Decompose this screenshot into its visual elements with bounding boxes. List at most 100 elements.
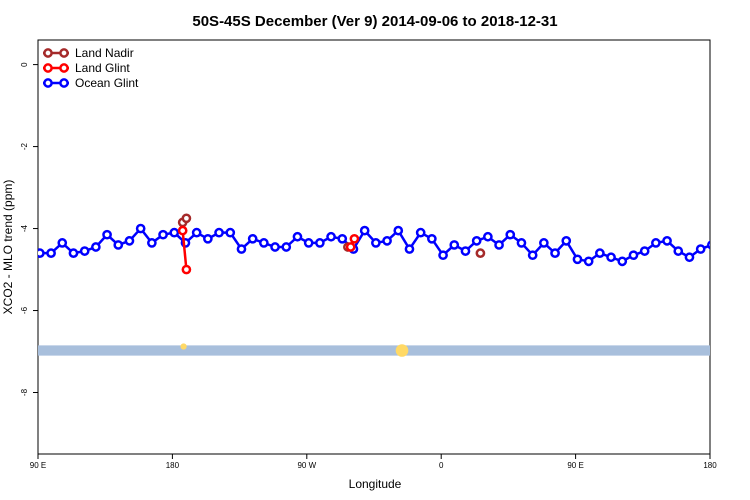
legend-marker-land-nadir	[59, 48, 69, 58]
x-axis-ticks: 90 E 180 90 W 0 90 E 180	[30, 454, 717, 470]
ocean-glint-point	[158, 229, 168, 240]
y-tick-label: -4	[20, 224, 29, 232]
legend-label-land-nadir: Land Nadir	[75, 46, 134, 60]
ocean-glint-point	[404, 244, 415, 254]
ocean-glint-point	[595, 248, 605, 258]
ocean-glint-point	[628, 250, 639, 261]
x-tick-label: 0	[439, 461, 444, 470]
ocean-glint-point	[494, 240, 504, 250]
ocean-glint-point	[259, 238, 269, 248]
ocean-glint-point	[91, 242, 101, 252]
ocean-glint-point	[371, 238, 381, 248]
x-tick-label: 180	[166, 461, 180, 470]
y-axis-ticks: 0 -2 -4 -6 -8	[20, 62, 38, 396]
ocean-glint-point	[169, 227, 180, 238]
ocean-glint-point	[247, 233, 258, 244]
ocean-glint-point	[731, 239, 738, 246]
coverage-marker	[180, 343, 187, 350]
y-tick-label: -2	[20, 142, 29, 150]
ocean-glint-point	[639, 246, 650, 256]
ocean-glint-point	[742, 247, 749, 254]
ocean-glint-point	[550, 248, 560, 258]
ocean-glint-point	[583, 256, 594, 267]
ocean-glint-point	[673, 246, 684, 256]
x-tick-label: 90 W	[297, 461, 316, 470]
ocean-glint-point	[471, 236, 482, 246]
ocean-glint-point	[617, 256, 628, 267]
ocean-glint-point	[516, 238, 527, 248]
ocean-glint-point	[539, 238, 549, 248]
ocean-glint-point	[337, 233, 348, 244]
data-coverage-band	[38, 345, 710, 356]
ocean-glint-point	[68, 248, 79, 258]
ocean-glint-point	[449, 240, 460, 250]
y-tick-label: -8	[20, 388, 29, 396]
legend-label-ocean-glint: Ocean Glint	[75, 76, 139, 90]
ocean-glint-point	[427, 233, 437, 244]
legend-marker-ocean-glint	[43, 78, 53, 88]
land-nadir-point	[475, 248, 486, 258]
ocean-glint-point	[135, 223, 146, 234]
ocean-glint-point	[707, 240, 710, 250]
ocean-glint-point	[415, 227, 426, 238]
ocean-glint-point	[572, 254, 583, 265]
ocean-glint-point	[527, 250, 538, 261]
ocean-glint-point	[326, 231, 336, 242]
y-tick-label: 0	[20, 62, 29, 67]
ocean-glint-point	[203, 233, 213, 244]
ocean-glint-point	[359, 225, 370, 236]
ocean-glint-point	[561, 236, 572, 246]
legend-marker-land-glint	[59, 63, 69, 73]
y-tick-label: -6	[20, 306, 29, 314]
ocean-glint-point	[382, 236, 392, 246]
x-tick-label: 90 E	[30, 461, 46, 470]
ocean-glint-point	[460, 246, 471, 256]
ocean-glint-point	[214, 227, 224, 238]
x-axis-label: Longitude	[349, 477, 402, 491]
ocean-glint-point	[236, 244, 247, 254]
land-glint-point	[345, 242, 356, 252]
ocean-glint-point	[292, 231, 303, 242]
ocean-glint-point	[684, 252, 695, 263]
land-glint-point	[181, 264, 192, 275]
x-tick-label: 90 E	[567, 461, 583, 470]
ocean-glint-point	[281, 242, 292, 252]
chart-title: 50S-45S December (Ver 9) 2014-09-06 to 2…	[192, 13, 557, 30]
ocean-glint-point	[483, 231, 493, 242]
land-nadir-point	[181, 213, 192, 224]
ocean-glint-point	[46, 248, 56, 258]
ocean-glint-point	[191, 227, 202, 238]
ocean-glint-point	[651, 238, 661, 248]
ocean-glint-point	[393, 225, 404, 236]
ocean-glint-point	[102, 229, 112, 240]
ocean-glint-point	[606, 252, 616, 263]
series-layer	[38, 213, 749, 275]
coverage-marker	[395, 344, 409, 357]
ocean-glint-point	[695, 244, 706, 254]
ocean-glint-point	[124, 236, 135, 246]
ocean-glint-point	[719, 239, 726, 246]
legend-marker-ocean-glint	[59, 78, 69, 88]
ocean-glint-point	[147, 238, 157, 248]
ocean-glint-point	[57, 238, 68, 248]
ocean-glint-point	[270, 242, 280, 252]
land-glint-point	[349, 233, 360, 244]
ocean-glint-point	[505, 229, 516, 240]
ocean-glint-point	[315, 238, 325, 248]
y-axis-label: XCO2 - MLO trend (ppm)	[1, 180, 15, 315]
ocean-glint-point	[79, 246, 90, 256]
land-glint-line	[181, 230, 188, 270]
ocean-glint-point	[303, 238, 314, 248]
legend-marker-land-glint	[43, 63, 53, 73]
band-layer	[38, 343, 710, 357]
land-glint-point	[177, 225, 188, 236]
ocean-glint-point	[662, 236, 672, 246]
ocean-glint-point	[38, 248, 45, 258]
ocean-glint-point	[113, 240, 124, 250]
legend-marker-land-nadir	[43, 48, 53, 58]
legend-label-land-glint: Land Glint	[75, 61, 130, 75]
x-tick-label: 180	[703, 461, 717, 470]
ocean-glint-point	[438, 250, 448, 261]
